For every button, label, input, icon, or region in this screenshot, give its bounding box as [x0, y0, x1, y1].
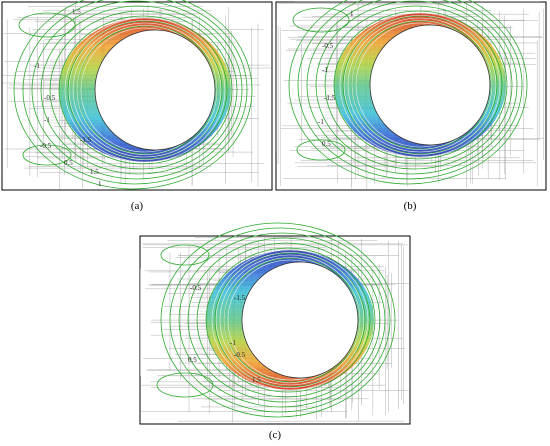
contour-label: 1.5	[72, 8, 81, 16]
contour	[68, 20, 222, 160]
contour-label: -1	[318, 118, 324, 126]
panel-label: (b)	[404, 200, 417, 212]
contour	[214, 252, 366, 388]
panel: 1 -0.5 -1 -1.5 -1 0.5	[275, 0, 547, 191]
contour-label: -0.5	[322, 42, 334, 50]
contour	[211, 249, 369, 391]
contour	[13, 0, 253, 190]
contour	[324, 5, 508, 165]
contour-label: -0.5	[190, 284, 202, 292]
panel-label: (c)	[269, 429, 282, 441]
inner-contours	[64, 17, 226, 163]
contour	[18, 12, 76, 38]
contour-label: 0.5	[322, 140, 331, 148]
contour	[306, 0, 518, 175]
contour-label: -1.5	[80, 136, 92, 144]
contour	[333, 10, 503, 160]
contour-label: -0.5	[44, 94, 56, 102]
contour	[58, 15, 228, 165]
contour-label: 1	[98, 180, 102, 188]
contour	[343, 15, 497, 155]
contour-label: 1.5	[90, 168, 99, 176]
panel: -0.5 -1.5 -1 -0.5 1.5 0.5	[139, 222, 411, 425]
panel: 1.5 -1 -0.5 -1 -1.5 -0.5 0.5 1 1.5	[1, 0, 273, 191]
contour	[31, 0, 243, 180]
contour	[64, 17, 226, 163]
contour	[288, 0, 528, 185]
contour	[22, 0, 248, 185]
contour	[196, 242, 376, 398]
contour	[22, 144, 72, 166]
contour	[347, 17, 493, 153]
cylinder	[241, 261, 359, 379]
panel-label: (a)	[131, 200, 144, 212]
contour	[339, 12, 501, 158]
contour	[178, 232, 386, 408]
contour-label: -0.5	[234, 351, 246, 359]
contour	[297, 0, 523, 180]
cylinder	[94, 29, 216, 151]
contour-label: -1	[44, 116, 50, 124]
contour-label: -0.5	[40, 142, 52, 150]
contour	[72, 22, 218, 158]
contour-label: 1.5	[252, 376, 261, 384]
contour	[219, 254, 361, 386]
contour	[169, 227, 391, 413]
contour-label: -1.5	[324, 94, 336, 102]
contour-label: 0.5	[64, 159, 73, 167]
contour-label: 0.5	[188, 356, 197, 364]
contour-label: -1	[34, 62, 40, 70]
contour	[67, 20, 223, 160]
contour-label: -1	[230, 339, 236, 347]
contour	[296, 139, 346, 161]
contour	[40, 5, 238, 175]
contour	[187, 237, 381, 403]
contour	[160, 222, 396, 418]
contour-label: -1.5	[234, 294, 246, 302]
contour	[156, 372, 214, 398]
contour	[292, 7, 350, 33]
contour-label: 1	[350, 10, 354, 18]
contour	[49, 10, 233, 170]
contour	[315, 0, 513, 170]
contour	[215, 252, 365, 388]
contour	[205, 247, 371, 393]
contour-label: -1	[322, 66, 328, 74]
cylinder	[369, 24, 491, 146]
contour	[160, 244, 210, 266]
contour	[342, 15, 498, 155]
